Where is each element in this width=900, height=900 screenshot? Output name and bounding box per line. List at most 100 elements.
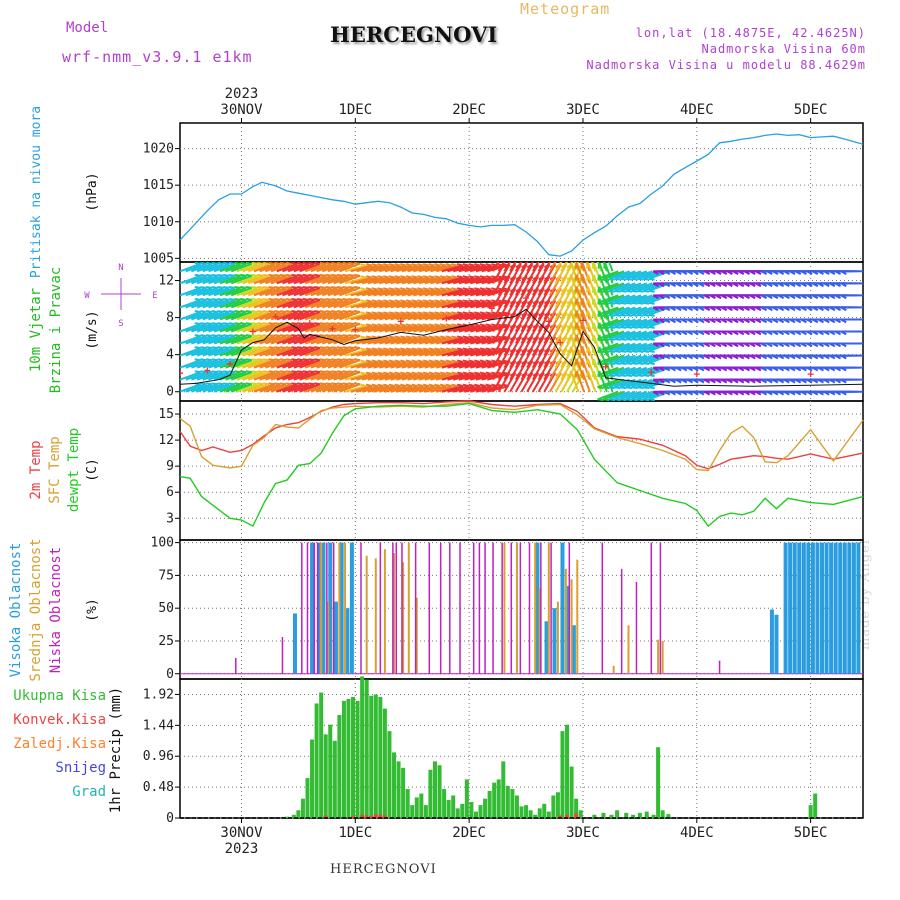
wind-barb-head	[291, 273, 298, 277]
wind-barb	[520, 262, 529, 272]
wind-barb-head	[766, 294, 773, 300]
wind-barb	[321, 383, 344, 393]
wind-barb-head	[200, 322, 207, 325]
wind-barb-head	[829, 342, 836, 348]
wind-barb	[202, 310, 224, 321]
wind-barb	[503, 323, 517, 345]
wind-barb-head	[603, 301, 610, 305]
wind-barb	[310, 286, 332, 297]
wind-barb-head	[383, 347, 390, 351]
wind-barb	[265, 359, 287, 369]
wind-barb-head	[603, 325, 610, 329]
wind-barb-head	[681, 318, 688, 324]
high-cloud-bar	[792, 542, 797, 674]
wind-barb-head	[251, 322, 258, 325]
wind-barb-head	[205, 297, 213, 301]
wind-barb-head	[637, 350, 644, 353]
wind-barb-head	[658, 330, 665, 336]
compass-west: W	[84, 291, 90, 301]
wind-barb	[581, 262, 591, 284]
wind-barb	[620, 330, 642, 340]
wind-barb-head	[812, 390, 819, 396]
wind-barb-head	[698, 318, 705, 324]
wind-barb-head	[760, 306, 768, 312]
wind-barb	[373, 312, 396, 321]
wind-barb-head	[760, 390, 768, 396]
wind-barb	[569, 286, 580, 308]
wind-barb-head	[840, 282, 847, 288]
wind-barb-head	[285, 370, 292, 374]
wind-barb-head	[245, 382, 253, 386]
wind-barb-head	[297, 322, 304, 325]
total-precip-bar	[328, 724, 333, 818]
wind-barb-head	[451, 275, 458, 279]
low-cloud-bar	[235, 658, 237, 674]
wind-barb-head	[383, 371, 390, 375]
wind-barb-head	[325, 273, 332, 277]
wind-barb	[452, 264, 475, 273]
wind-barb	[532, 275, 545, 296]
wind-barb-head	[400, 347, 407, 351]
wind-barb	[316, 371, 338, 381]
wind-barb-head	[462, 383, 469, 388]
wind-barb	[413, 360, 435, 369]
wind-barb-head	[533, 252, 538, 255]
wind-barb-head	[223, 358, 230, 362]
wind-barb	[180, 359, 202, 369]
mid-cloud-bar	[538, 588, 541, 674]
wind-barb	[407, 288, 430, 297]
wind-barb	[304, 323, 327, 333]
wind-barb	[520, 372, 534, 393]
wind-barb-head	[417, 263, 424, 267]
wind-barb	[430, 300, 452, 309]
wind-barb	[361, 288, 384, 297]
wind-barb	[378, 288, 401, 297]
wind-barb	[514, 263, 528, 284]
wind-barb-head	[200, 358, 207, 362]
dewpt-line	[179, 402, 864, 528]
wind-barb-head	[434, 335, 441, 339]
wind-barb	[316, 359, 338, 369]
wind-barb-head	[251, 285, 258, 289]
wind-barb-head	[642, 301, 650, 305]
wind-barb	[509, 263, 522, 284]
total-precip-bar	[487, 790, 492, 818]
mid-cloud-bar	[547, 542, 550, 674]
wind-barb-head	[669, 294, 676, 300]
high-cloud-bar	[810, 542, 815, 674]
wind-barb	[276, 310, 298, 321]
wind-barb-head	[331, 297, 338, 301]
wind-barb	[435, 373, 458, 381]
wind-barb-head	[580, 298, 584, 305]
wind-barb	[225, 335, 247, 345]
wind-barb	[373, 348, 396, 357]
wind-barb-head	[268, 334, 275, 338]
wind-barb	[532, 372, 545, 393]
wind-barb-head	[510, 252, 515, 255]
wind-barb-head	[766, 270, 773, 276]
wind-barb-head	[692, 306, 699, 312]
wind-barb-head	[772, 306, 779, 312]
wind-barb-head	[342, 346, 349, 350]
wind-barb	[265, 335, 287, 345]
wind-barb	[196, 286, 219, 297]
wind-barb-head	[268, 370, 275, 374]
wind-barb-head	[211, 297, 218, 301]
wind-barb	[503, 263, 517, 284]
wind-barb-head	[829, 306, 836, 312]
wind-barb-head	[262, 370, 270, 374]
wind-barb-head	[383, 299, 390, 303]
wind-barb	[236, 383, 258, 393]
total-precip-bar	[460, 803, 465, 818]
gust-marker	[602, 363, 609, 370]
wind-barb	[608, 330, 630, 340]
wind-barb	[344, 348, 367, 357]
wind-barb-head	[245, 297, 253, 301]
wind-barb-head	[314, 358, 321, 362]
wind-barb	[620, 378, 642, 389]
wind-barb	[441, 336, 464, 345]
wind-barb	[520, 323, 534, 345]
wind-barb-head	[749, 306, 756, 312]
y-tick-label: 3	[166, 511, 174, 526]
